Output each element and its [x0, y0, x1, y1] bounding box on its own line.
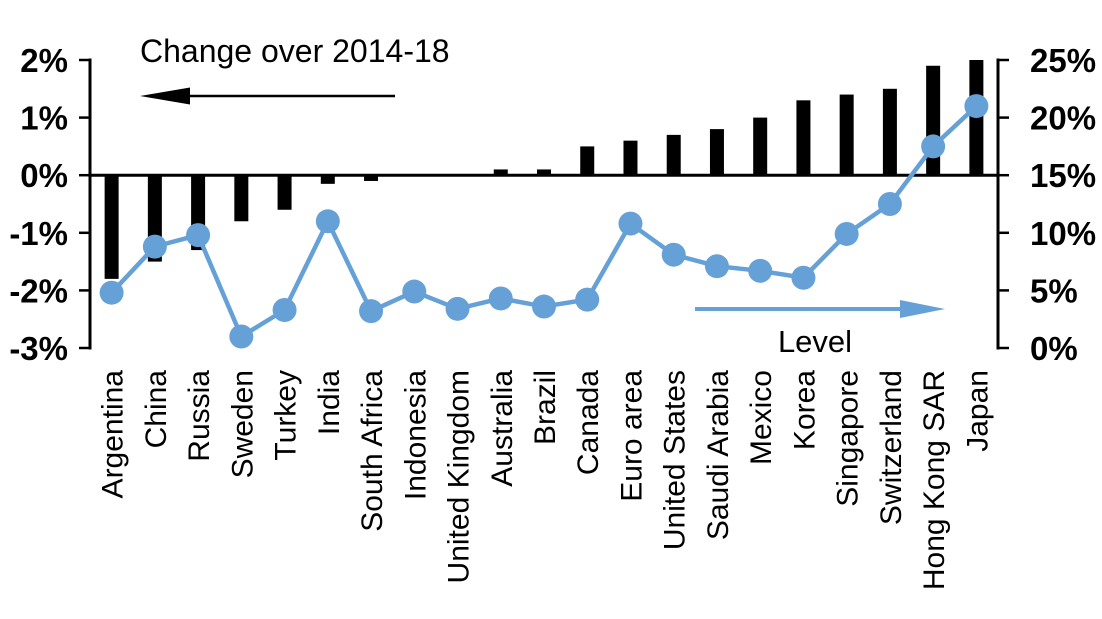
- marker-china: [142, 234, 167, 259]
- right-series-title: Level: [778, 324, 852, 359]
- x-label-canada: Canada: [572, 370, 605, 475]
- right-axis-label: 25%: [1030, 42, 1096, 79]
- right-axis-label: 10%: [1030, 215, 1096, 252]
- x-label-united-states: United States: [659, 370, 692, 550]
- x-label-russia: Russia: [183, 370, 216, 462]
- marker-japan: [964, 94, 989, 119]
- x-label-indonesia: Indonesia: [399, 370, 432, 500]
- marker-united-kingdom: [445, 296, 470, 321]
- x-label-united-kingdom: United Kingdom: [443, 370, 476, 583]
- marker-turkey: [272, 297, 297, 322]
- x-label-argentina: Argentina: [97, 370, 130, 499]
- left-axis-label: 2%: [20, 42, 68, 79]
- marker-brazil: [532, 294, 556, 319]
- marker-korea: [791, 265, 816, 290]
- right-axis-label: 0%: [1030, 330, 1078, 367]
- marker-indonesia: [402, 279, 427, 304]
- bar-canada: [580, 146, 595, 176]
- x-label-switzerland: Switzerland: [875, 370, 908, 525]
- x-label-euro-area: Euro area: [615, 370, 648, 502]
- x-label-japan: Japan: [961, 370, 994, 452]
- bar-singapore: [839, 94, 854, 176]
- marker-canada: [575, 287, 600, 312]
- bar-united-states: [666, 134, 681, 176]
- marker-saudi-arabia: [704, 254, 729, 279]
- bar-australia: [493, 169, 508, 176]
- bar-korea: [796, 100, 811, 176]
- x-label-turkey: Turkey: [270, 370, 303, 461]
- left-arrow-icon: [140, 87, 395, 105]
- marker-singapore: [834, 221, 859, 246]
- bar-mexico: [753, 117, 768, 176]
- x-label-mexico: Mexico: [745, 370, 778, 465]
- marker-euro-area: [618, 211, 643, 236]
- x-label-india: India: [313, 370, 346, 435]
- marker-south-africa: [359, 299, 384, 324]
- x-label-china: China: [140, 370, 173, 449]
- bar-hong-kong-sar: [926, 65, 941, 176]
- bar-south-africa: [364, 175, 379, 181]
- left-axis-label: -1%: [9, 215, 68, 252]
- left-axis-label: 0%: [20, 157, 68, 194]
- x-label-australia: Australia: [486, 370, 519, 487]
- x-label-hong-kong-sar: Hong Kong SAR: [918, 370, 951, 590]
- x-label-brazil: Brazil: [529, 370, 562, 445]
- bar-euro-area: [623, 140, 638, 176]
- marker-australia: [488, 286, 513, 311]
- marker-russia: [186, 223, 211, 248]
- x-label-singapore: Singapore: [832, 370, 865, 507]
- x-label-korea: Korea: [788, 370, 821, 450]
- bar-saudi-arabia: [709, 129, 724, 176]
- marker-argentina: [99, 280, 124, 305]
- x-label-south-africa: South Africa: [356, 370, 389, 532]
- bar-turkey: [277, 175, 292, 210]
- left-axis-label: -3%: [9, 330, 68, 367]
- marker-india: [315, 209, 340, 234]
- marker-switzerland: [877, 192, 902, 216]
- marker-sweden: [229, 324, 254, 349]
- bar-india: [320, 175, 335, 184]
- marker-mexico: [748, 258, 773, 283]
- bar-brazil: [537, 169, 551, 176]
- marker-hong-kong-sar: [921, 134, 946, 159]
- bar-switzerland: [882, 88, 897, 176]
- right-axis-label: 20%: [1030, 100, 1096, 137]
- right-axis-label: 15%: [1030, 157, 1096, 194]
- right-arrow-icon: [695, 300, 945, 318]
- left-axis-label: 1%: [20, 100, 68, 137]
- x-label-saudi-arabia: Saudi Arabia: [702, 370, 735, 540]
- right-axis-label: 5%: [1030, 272, 1078, 309]
- left-series-title: Change over 2014-18: [140, 33, 450, 69]
- left-axis-label: -2%: [9, 272, 68, 309]
- x-label-sweden: Sweden: [226, 370, 259, 478]
- marker-united-states: [661, 242, 686, 267]
- bar-argentina: [104, 175, 119, 279]
- bar-sweden: [234, 175, 249, 222]
